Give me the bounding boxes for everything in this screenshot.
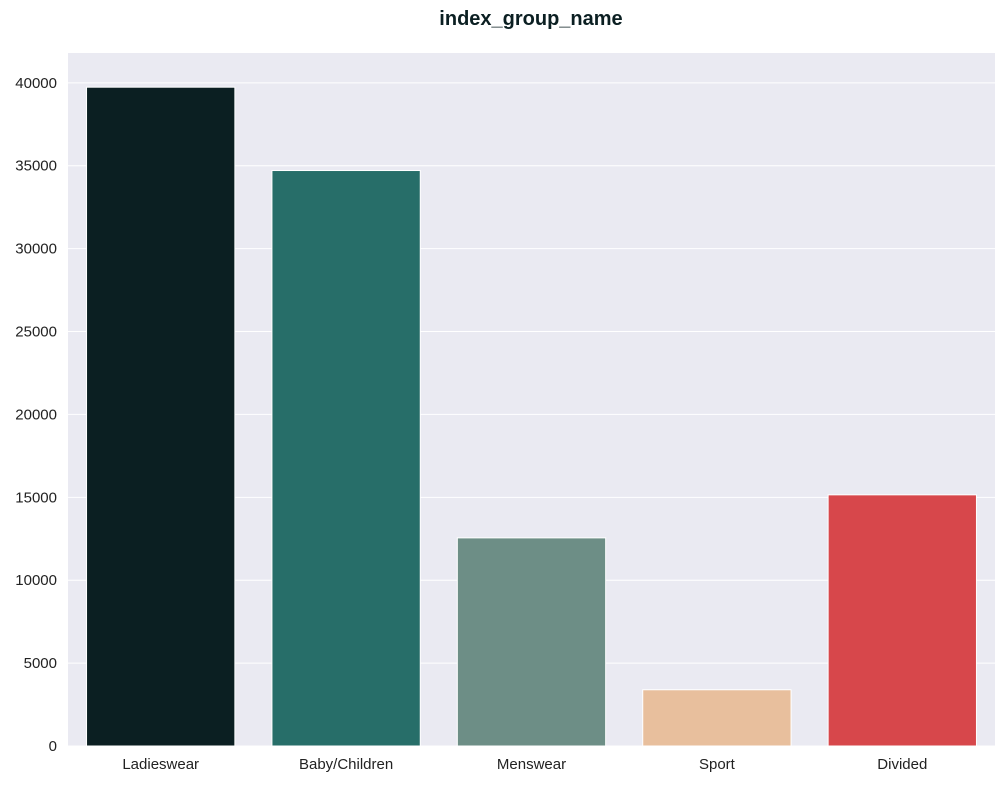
y-tick-label: 30000 (15, 241, 57, 258)
x-tick-label: Sport (699, 756, 736, 773)
bar-sport (642, 689, 792, 747)
bar-menswear (456, 537, 607, 747)
x-tick-label: Menswear (497, 756, 566, 773)
y-tick-label: 5000 (24, 655, 57, 672)
y-tick-label: 40000 (15, 75, 57, 92)
y-tick-label: 25000 (15, 324, 57, 341)
y-tick-label: 20000 (15, 406, 57, 423)
bar-baby-children (271, 170, 421, 747)
x-axis-ticks: Ladieswear Baby/Children Menswear Sport Divi… (122, 756, 927, 773)
chart-title: index_group_name (439, 8, 622, 30)
bar-ladieswear (86, 86, 236, 747)
y-tick-label: 15000 (15, 489, 57, 506)
y-tick-label: 35000 (15, 158, 57, 175)
x-tick-label: Divided (877, 756, 927, 773)
bars (86, 86, 977, 747)
bar-divided (827, 494, 977, 747)
y-tick-label: 10000 (15, 572, 57, 589)
x-tick-label: Ladieswear (122, 756, 199, 773)
y-axis-ticks: 0 5000 10000 15000 20000 25000 30000 35000 40000 (15, 75, 57, 755)
x-tick-label: Baby/Children (299, 756, 393, 773)
y-tick-label: 0 (49, 738, 57, 755)
